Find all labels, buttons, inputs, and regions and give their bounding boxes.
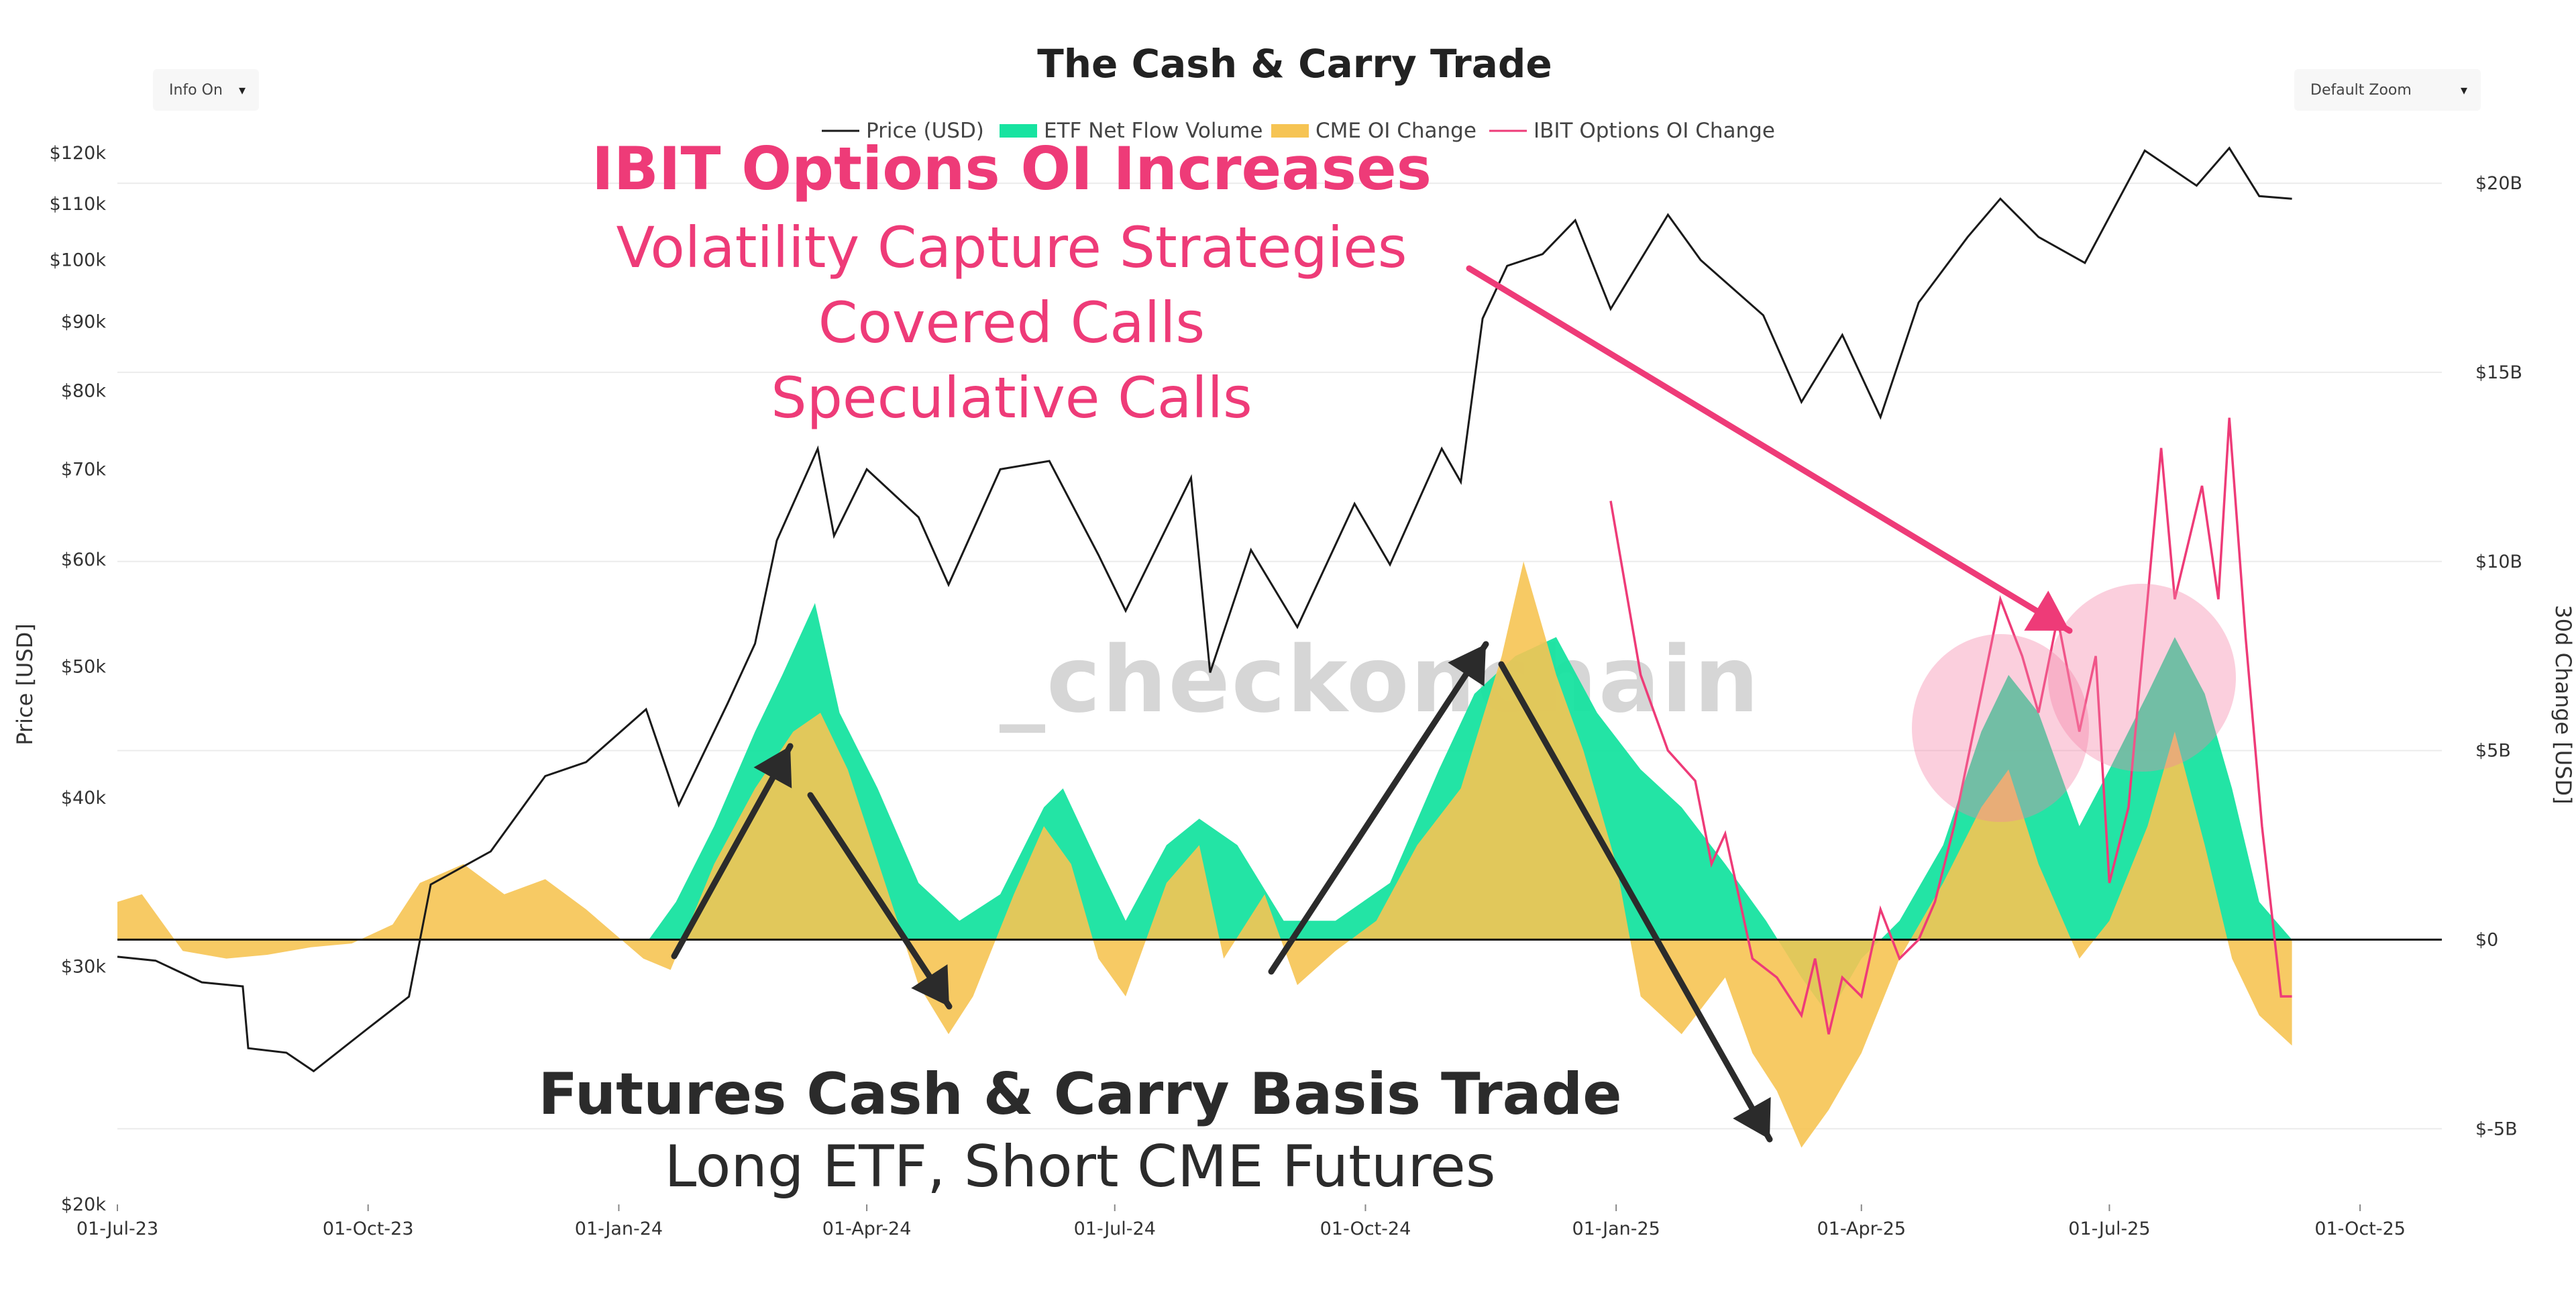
annotation-options-line: Volatility Capture Strategies: [616, 215, 1407, 280]
y-left-tick-label: $90k: [61, 312, 107, 333]
legend-label: ETF Net Flow Volume: [1044, 119, 1263, 143]
annotation-arrow-head: [2024, 590, 2070, 631]
annotation-options-line: Speculative Calls: [771, 365, 1252, 431]
annotation-arrow: [1466, 265, 2073, 634]
x-tick-label: 01-Jul-25: [2068, 1219, 2150, 1239]
annotation-arrow: [671, 743, 794, 960]
x-tick-label: 01-Jan-24: [575, 1219, 663, 1239]
annotation-arrow-head: [1448, 644, 1486, 686]
y-left-tick-label: $60k: [61, 550, 107, 570]
y-left-tick-label: $50k: [61, 657, 107, 678]
y-left-tick-label: $20k: [61, 1194, 107, 1215]
legend-label: CME OI Change: [1316, 119, 1477, 143]
y-right-tick-label: $-5B: [2475, 1119, 2518, 1139]
price-line: [117, 146, 2292, 1073]
info-toggle-label: Info On: [169, 81, 223, 99]
x-tick-label: 01-Apr-24: [822, 1219, 912, 1239]
y-left-tick-label: $80k: [61, 381, 107, 402]
y-left-tick-label: $100k: [50, 250, 107, 270]
ibit-options-line: [1609, 417, 2292, 1035]
highlight-circle: [1912, 634, 2089, 822]
y-right-tick-label: $10B: [2475, 552, 2522, 572]
annotation-arrow: [807, 792, 953, 1010]
info-toggle-button[interactable]: Info On ▾: [153, 69, 259, 111]
legend-label: IBIT Options OI Change: [1534, 119, 1775, 143]
chevron-down-icon: ▾: [2460, 82, 2467, 98]
y-left-tick-label: $70k: [61, 459, 107, 480]
annotation-arrow: [1268, 641, 1489, 975]
chevron-down-icon: ▾: [238, 82, 246, 98]
y-right-axis-title: 30d Change [USD]: [2551, 605, 2576, 804]
annotation-basis-title: Futures Cash & Carry Basis Trade: [538, 1061, 1621, 1128]
y-left-tick-label: $30k: [61, 956, 107, 977]
annotation-arrow-head: [753, 746, 792, 788]
legend-swatch: [1271, 124, 1309, 138]
highlight-circle: [2048, 584, 2236, 772]
annotation-options-line: Covered Calls: [818, 290, 1205, 356]
y-left-tick-label: $110k: [50, 194, 107, 215]
etf-flow-area: [117, 603, 2292, 1016]
legend-swatch: [1000, 124, 1037, 138]
annotation-arrow-head: [1733, 1097, 1771, 1139]
x-tick-label: 01-Jul-24: [1074, 1219, 1156, 1239]
y-left-tick-label: $120k: [50, 143, 107, 164]
x-tick-label: 01-Oct-25: [2314, 1219, 2406, 1239]
zoom-select[interactable]: Default Zoom ▾: [2294, 69, 2481, 111]
y-right-tick-label: $15B: [2475, 362, 2522, 383]
x-tick-label: 01-Oct-24: [1320, 1219, 1411, 1239]
zoom-select-label: Default Zoom: [2310, 81, 2412, 99]
x-tick-label: 01-Apr-25: [1817, 1219, 1906, 1239]
cme-oi-area: [117, 561, 2292, 1148]
y-left-axis-title: Price [USD]: [12, 623, 38, 745]
legend-label: Price (USD): [866, 119, 984, 143]
y-right-tick-label: $0: [2475, 929, 2498, 950]
watermark-text: _checkonchain: [1000, 627, 1760, 733]
annotation-arrow-head: [911, 964, 949, 1006]
x-tick-label: 01-Jan-25: [1572, 1219, 1660, 1239]
chart-title: The Cash & Carry Trade: [1037, 41, 1552, 87]
y-right-tick-label: $20B: [2475, 173, 2522, 194]
annotation-options-title: IBIT Options OI Increases: [592, 134, 1432, 203]
annotation-basis-subtitle: Long ETF, Short CME Futures: [664, 1133, 1495, 1200]
x-tick-label: 01-Jul-23: [76, 1219, 158, 1239]
y-right-tick-label: $5B: [2475, 741, 2511, 762]
annotation-arrow: [1498, 661, 1773, 1143]
y-left-tick-label: $40k: [61, 788, 107, 809]
x-tick-label: 01-Oct-23: [323, 1219, 414, 1239]
